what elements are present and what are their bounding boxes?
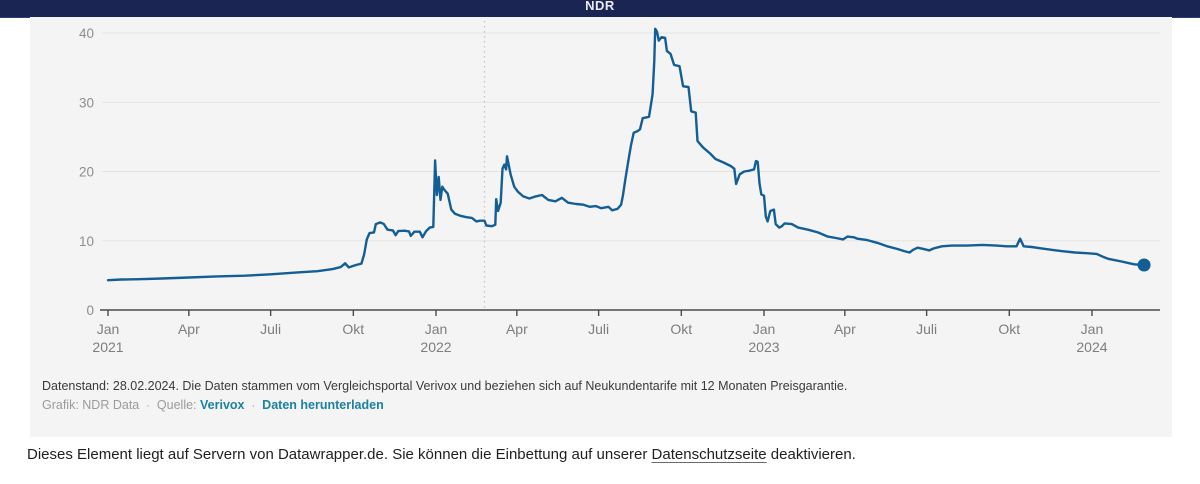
credit-text: Grafik: NDR Data [42, 398, 140, 412]
x-axis-year-label: 2022 [420, 339, 451, 355]
x-axis-label: Okt [670, 321, 692, 337]
x-axis-year-label: 2021 [92, 339, 123, 355]
price-line [106, 27, 1146, 282]
download-data-link[interactable]: Daten herunterladen [262, 398, 384, 412]
x-axis-label: Jan [1081, 321, 1104, 337]
price-line-chart: 0 10 20 30 40 Jan 2021 Apr Juli Okt Jan 2022 Apr Juli… [79, 21, 1160, 355]
x-axis-year-label: 2023 [748, 339, 779, 355]
y-axis-label: 30 [79, 95, 94, 110]
x-axis-label: Juli [260, 321, 281, 337]
y-axis-label: 40 [79, 26, 94, 41]
x-axis-label: Apr [506, 321, 528, 337]
chart-byline: Grafik: NDR Data · Quelle: Verivox · Daten h… [42, 398, 1162, 412]
x-axis-label: Juli [916, 321, 937, 337]
latest-value-dot [1137, 258, 1151, 272]
x-axis-label: Apr [834, 321, 856, 337]
ndr-logo-text: NDR [585, 0, 615, 13]
byline-separator: · [146, 400, 150, 412]
ndr-header-bar: NDR [0, 0, 1200, 18]
byline-separator: · [251, 400, 256, 412]
source-label: Quelle: [156, 398, 197, 412]
x-axis-label: Okt [342, 321, 364, 337]
x-axis-label: Jan [425, 321, 448, 337]
x-axis-label: Juli [588, 321, 609, 337]
x-axis-label: Jan [753, 321, 776, 337]
y-axis-label: 20 [79, 165, 94, 180]
y-axis-label: 10 [79, 234, 94, 249]
x-axis-year-label: 2024 [1076, 339, 1107, 355]
notice-text-after: deaktivieren. [766, 446, 856, 463]
x-axis-label: Okt [998, 321, 1020, 337]
notice-text-before: Dieses Element liegt auf Servern von Dat… [27, 446, 652, 463]
source-link[interactable]: Verivox [200, 398, 245, 412]
privacy-page-link[interactable]: Datenschutzseite [651, 446, 767, 463]
chart-note: Datenstand: 28.02.2024. Die Daten stamme… [42, 379, 848, 393]
chart-panel: 0 10 20 30 40 Jan 2021 Apr Juli Okt Jan 2022 Apr Juli… [30, 17, 1172, 437]
y-axis-label: 0 [86, 303, 94, 318]
datawrapper-privacy-notice: Dieses Element liegt auf Servern von Dat… [27, 446, 1177, 463]
x-axis-label: Jan [97, 321, 120, 337]
x-axis-label: Apr [178, 321, 200, 337]
